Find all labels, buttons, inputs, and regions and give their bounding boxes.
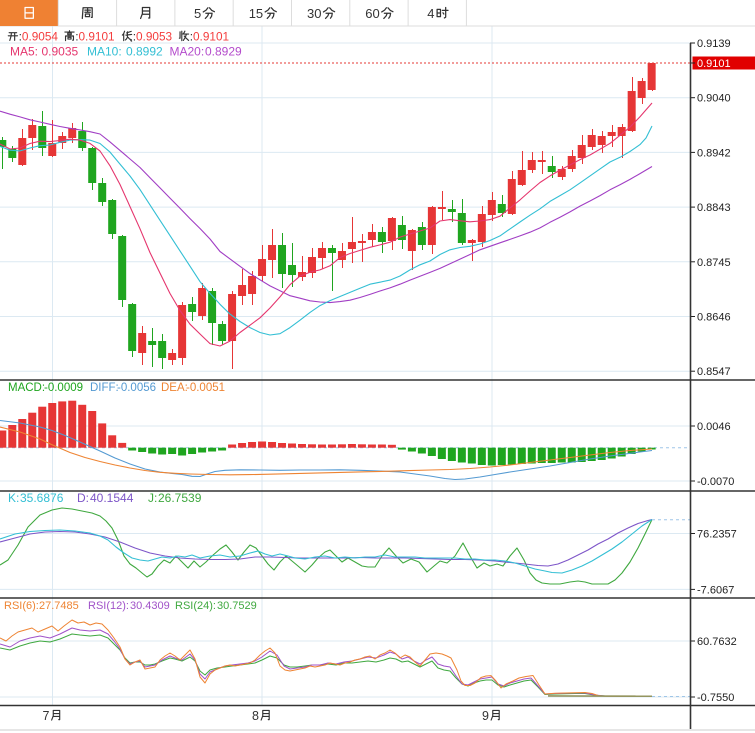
svg-text:MA20:: MA20: [170, 45, 205, 59]
svg-text::: : [133, 30, 136, 44]
svg-text:-0.7550: -0.7550 [697, 692, 734, 704]
svg-text:30.4309: 30.4309 [130, 600, 170, 612]
svg-text:-0.0056: -0.0056 [117, 382, 156, 394]
svg-text:35.6876: 35.6876 [20, 491, 64, 505]
svg-text:J:: J: [148, 491, 157, 505]
svg-text:K:: K: [8, 491, 19, 505]
svg-text:0.9053: 0.9053 [136, 30, 173, 44]
svg-text:40.1544: 40.1544 [90, 491, 134, 505]
svg-text:0.8929: 0.8929 [205, 45, 242, 59]
svg-text:MA10:: MA10: [87, 45, 122, 59]
svg-text:-7.6067: -7.6067 [697, 584, 734, 596]
svg-text:0.9040: 0.9040 [697, 93, 731, 105]
svg-text::: : [190, 30, 193, 44]
svg-text:15: 15 [249, 6, 263, 21]
svg-text:RSI(6):: RSI(6): [4, 600, 39, 612]
svg-text:76.2357: 76.2357 [697, 529, 737, 541]
svg-text:7: 7 [43, 709, 50, 723]
svg-text:8: 8 [252, 709, 259, 723]
svg-text:0.9101: 0.9101 [697, 58, 731, 70]
svg-text:-0.0009: -0.0009 [44, 382, 83, 394]
svg-text:RSI(12):: RSI(12): [88, 600, 129, 612]
svg-text:30: 30 [307, 6, 321, 21]
svg-text:D:: D: [77, 491, 89, 505]
svg-text:0.9139: 0.9139 [697, 38, 731, 50]
svg-text:0.9054: 0.9054 [22, 30, 59, 44]
svg-text:-0.0070: -0.0070 [697, 476, 734, 488]
svg-text:RSI(24):: RSI(24): [175, 600, 216, 612]
svg-text:4: 4 [427, 6, 434, 21]
svg-text:5: 5 [194, 6, 201, 21]
svg-text:0.8942: 0.8942 [697, 147, 731, 159]
svg-text:0.8992: 0.8992 [126, 45, 163, 59]
svg-text:60: 60 [365, 6, 379, 21]
svg-text:0.8745: 0.8745 [697, 257, 731, 269]
svg-text::: : [19, 30, 22, 44]
svg-text::: : [75, 30, 78, 44]
svg-text:27.7485: 27.7485 [39, 600, 79, 612]
svg-text:MA5:: MA5: [10, 45, 38, 59]
svg-text:0.9101: 0.9101 [193, 30, 229, 44]
svg-text:0.8547: 0.8547 [697, 366, 731, 378]
svg-text:MACD:: MACD: [8, 382, 45, 394]
svg-text:0.9101: 0.9101 [79, 30, 115, 44]
svg-text:60.7632: 60.7632 [697, 636, 737, 648]
svg-text:0.0046: 0.0046 [697, 421, 731, 433]
svg-text:0.8646: 0.8646 [697, 312, 731, 324]
svg-text:30.7529: 30.7529 [217, 600, 257, 612]
svg-text:0.8843: 0.8843 [697, 202, 731, 214]
svg-text:DIFF:: DIFF: [90, 382, 119, 394]
svg-text:DEA:: DEA: [161, 382, 188, 394]
svg-text:0.9035: 0.9035 [42, 45, 79, 59]
svg-text:9: 9 [482, 709, 489, 723]
svg-text:-0.0051: -0.0051 [186, 382, 225, 394]
svg-text:26.7539: 26.7539 [158, 491, 202, 505]
